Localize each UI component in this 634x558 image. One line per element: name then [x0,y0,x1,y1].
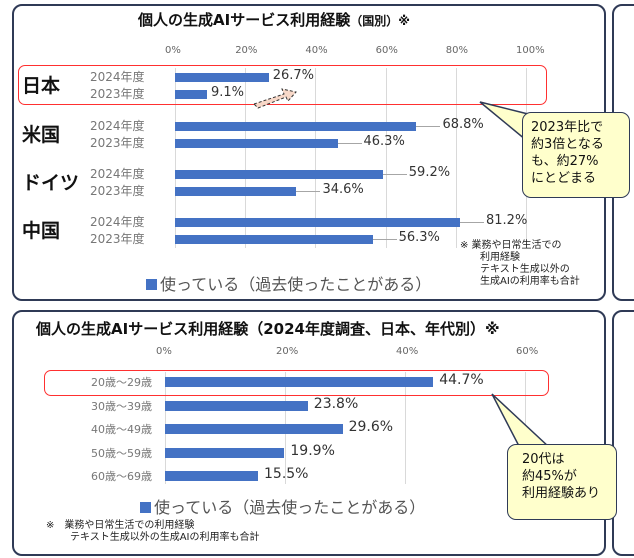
x-tick-label: 60% [375,45,398,56]
legend-swatch [140,502,151,513]
year-label: 2023年度 [90,87,145,101]
chart1-title: 個人の生成AIサービス利用経験（国別）※ [138,11,410,29]
data-label: 56.3% [398,230,440,245]
callout2-line: 20代は [522,452,565,467]
bar [175,122,417,131]
x-tick-label: 20% [276,346,299,357]
country-label: 米国 [22,124,61,146]
gridline [455,68,457,248]
x-tick-label: 40% [396,346,419,357]
data-label: 23.8% [313,395,359,412]
callout2-line: 利用経験あり [522,486,601,501]
twenties-highlight-box [44,370,549,396]
bar [175,170,383,179]
gridline [385,68,387,248]
data-label: 81.2% [486,213,528,228]
chart2-footnote: ※ 業務や日常生活での利用経験 テキスト生成以外の生成AIの利用率も合計 [46,520,260,543]
year-label: 2023年度 [90,136,145,150]
leader-line [372,239,397,240]
data-label: 19.9% [290,442,335,459]
year-label: 2024年度 [90,119,145,133]
category-label: 40歳～49歳 [91,423,152,436]
callout1-line: 2023年比で [531,120,604,135]
leader-line [337,143,362,144]
category-label: 30歳～39歳 [91,399,152,413]
leader-line [416,126,441,127]
japan-highlight-box [18,65,547,105]
category-label: 60歳～69歳 [91,470,152,483]
increase-arrow-icon [253,88,297,109]
callout1-line: 約3倍となる [531,137,604,152]
year-label: 2023年度 [90,232,145,246]
callout1-line: にとどまる [531,171,597,186]
country-label: 中国 [22,220,61,242]
data-label: 59.2% [408,165,451,180]
x-tick-label: 80% [445,45,469,56]
bar [175,187,297,196]
country-panel [12,4,606,301]
leader-line [296,191,321,192]
callout1-line: も、約27% [531,154,599,169]
data-label: 9.1% [210,85,244,100]
legend-swatch [146,279,157,290]
x-tick-label: 60% [516,346,539,357]
bar [175,218,460,227]
bar [165,447,285,458]
chart2-title: 個人の生成AIサービス利用経験（2024年度調査、日本、年代別）※ [36,320,500,338]
category-label: 20歳～29歳 [91,376,152,389]
callout1: 2023年比で 約3倍となる も、約27% にとどまる [522,112,630,198]
data-label: 34.6% [322,182,364,197]
data-label: 44.7% [439,372,484,388]
bar [175,139,338,148]
x-tick-label: 40% [305,45,328,56]
year-label: 2024年度 [90,70,145,84]
chart2-legend: 使っている（過去使ったことがある） [140,494,425,518]
callout2: 20代は 約45%が 利用経験あり [507,444,617,520]
bar [175,73,269,82]
x-tick-label: 0% [156,346,172,357]
bar [175,235,373,244]
x-tick-label: 100% [516,45,545,56]
bar [165,377,434,387]
year-label: 2024年度 [90,167,145,181]
callout2-pointer [491,393,552,449]
gridline [175,68,176,248]
country-label: ドイツ [22,172,80,194]
leader-line [460,222,484,223]
x-tick-label: 0% [165,45,181,56]
gridline [245,68,247,248]
country-label: 日本 [22,75,61,97]
chart1-legend: 使っている（過去使ったことがある） [146,271,431,295]
category-label: 50歳～59歳 [91,446,152,460]
year-label: 2023年度 [90,184,145,198]
gridline [405,372,406,484]
data-label: 15.5% [264,466,309,482]
bar [165,424,343,434]
bar [175,90,207,99]
data-label: 68.8% [442,117,484,132]
chart1-footnote: ※ 業務や日常生活での 利用経験 テキスト生成以外の 生成AIの利用率も合計 [460,240,580,287]
data-label: 46.3% [363,134,405,149]
data-label: 29.6% [348,419,394,435]
bar [165,471,258,481]
year-label: 2024年度 [90,215,145,229]
callout2-line: 約45%が [522,469,577,484]
bar [165,400,308,411]
data-label: 26.7% [272,68,315,83]
leader-line [382,174,407,175]
gridline [315,68,317,248]
right-panel-edge-bottom [612,310,634,556]
x-tick-label: 20% [235,45,258,56]
